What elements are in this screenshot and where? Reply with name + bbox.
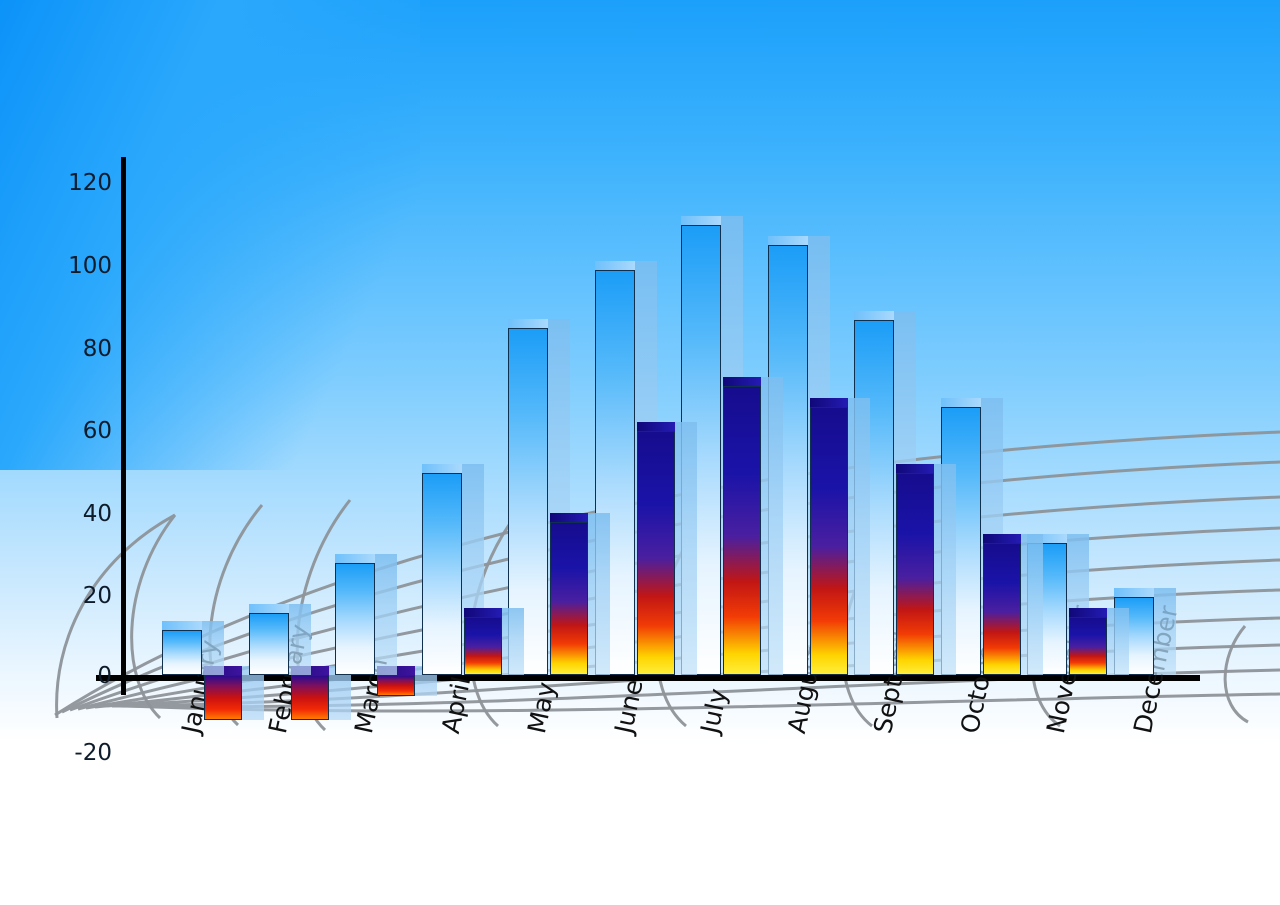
bar-front-face: [162, 629, 202, 675]
x-axis-label-may: May: [522, 679, 562, 737]
bar-top-face: [982, 533, 1021, 543]
bar-may-series1: [508, 319, 570, 675]
bar-side-face: [1153, 587, 1176, 675]
bar-front-face: [550, 522, 588, 675]
bar-side-face: [934, 463, 956, 675]
y-tick-neg20: -20: [74, 740, 112, 766]
bar-top-face: [335, 554, 375, 564]
bar-front-face: [896, 472, 934, 675]
sky-background-highlight: [0, 0, 420, 470]
y-tick-0: 0: [97, 663, 112, 689]
bar-side-face: [674, 422, 697, 675]
bar-february-series1: [248, 604, 311, 675]
y-axis-line: [121, 157, 126, 695]
bar-front-face: [636, 431, 675, 675]
x-axis-zero-line: [96, 675, 1200, 681]
bar-side-face: [375, 554, 397, 675]
bar-top-face: [508, 319, 548, 329]
bar-side-face: [588, 513, 610, 675]
y-tick-100: 100: [68, 253, 112, 279]
bar-side-face: [847, 397, 870, 675]
bar-top-face: [421, 463, 462, 473]
bar-top-face: [1113, 587, 1154, 597]
bar-front-face: [421, 472, 462, 675]
y-tick-80: 80: [82, 336, 112, 362]
x-axis-label-july: July: [695, 686, 733, 737]
y-tick-60: 60: [82, 418, 112, 444]
bar-side-face: [202, 620, 224, 675]
bar-august-series2: [809, 397, 870, 675]
bar-front-face: [463, 617, 502, 675]
bar-april-series2: [463, 608, 524, 675]
bar-july-series2: [723, 376, 783, 675]
bar-front-face: [809, 406, 848, 675]
bar-march-series1: [335, 554, 397, 675]
bar-top-face: [550, 513, 588, 523]
bar-january-series2: [204, 666, 264, 721]
y-tick-120: 120: [68, 170, 112, 196]
bar-side-face: [288, 604, 311, 675]
bar-front-face: [982, 542, 1021, 675]
bar-february-series2: [290, 666, 351, 721]
bar-front-face: [204, 675, 242, 721]
bar-may-series2: [550, 513, 610, 675]
bar-front-face: [248, 613, 289, 675]
bar-side-face: [1107, 608, 1129, 675]
bar-june-series2: [636, 422, 697, 675]
bar-november-series2: [1069, 608, 1129, 675]
bar-march-series2: [377, 666, 437, 696]
bar-top-face: [162, 620, 202, 630]
bar-front-face: [290, 675, 329, 721]
x-axis-label-june: June: [608, 676, 649, 737]
y-tick-40: 40: [82, 501, 112, 527]
bar-top-face: [1027, 533, 1067, 543]
bar-top-face: [248, 604, 289, 614]
bar-september-series2: [896, 463, 956, 675]
bar-front-face: [335, 563, 375, 675]
bar-top-face: [636, 422, 675, 432]
bar-side-face: [242, 666, 264, 721]
bar-top-face: [1069, 608, 1107, 618]
x-axis-label-april: April: [435, 674, 476, 737]
bar-january-series1: [162, 620, 224, 675]
bar-top-face: [594, 261, 635, 271]
bar-side-face: [501, 608, 524, 675]
bar-front-face: [377, 675, 415, 696]
bar-top-face: [767, 236, 808, 246]
bar-top-face: [896, 463, 934, 473]
bar-top-face: [463, 608, 502, 618]
bar-top-face: [681, 215, 721, 225]
bar-front-face: [723, 385, 761, 675]
bar-top-face: [723, 376, 761, 386]
bar-top-face: [854, 310, 894, 320]
bar-side-face: [761, 376, 783, 675]
bar-top-face: [809, 397, 848, 407]
y-tick-20: 20: [82, 583, 112, 609]
bar-side-face: [328, 666, 351, 721]
bar-front-face: [1069, 617, 1107, 675]
bar-april-series1: [421, 463, 484, 675]
bar-side-face: [1020, 533, 1043, 675]
bar-october-series2: [982, 533, 1043, 675]
bar-top-face: [940, 397, 981, 407]
